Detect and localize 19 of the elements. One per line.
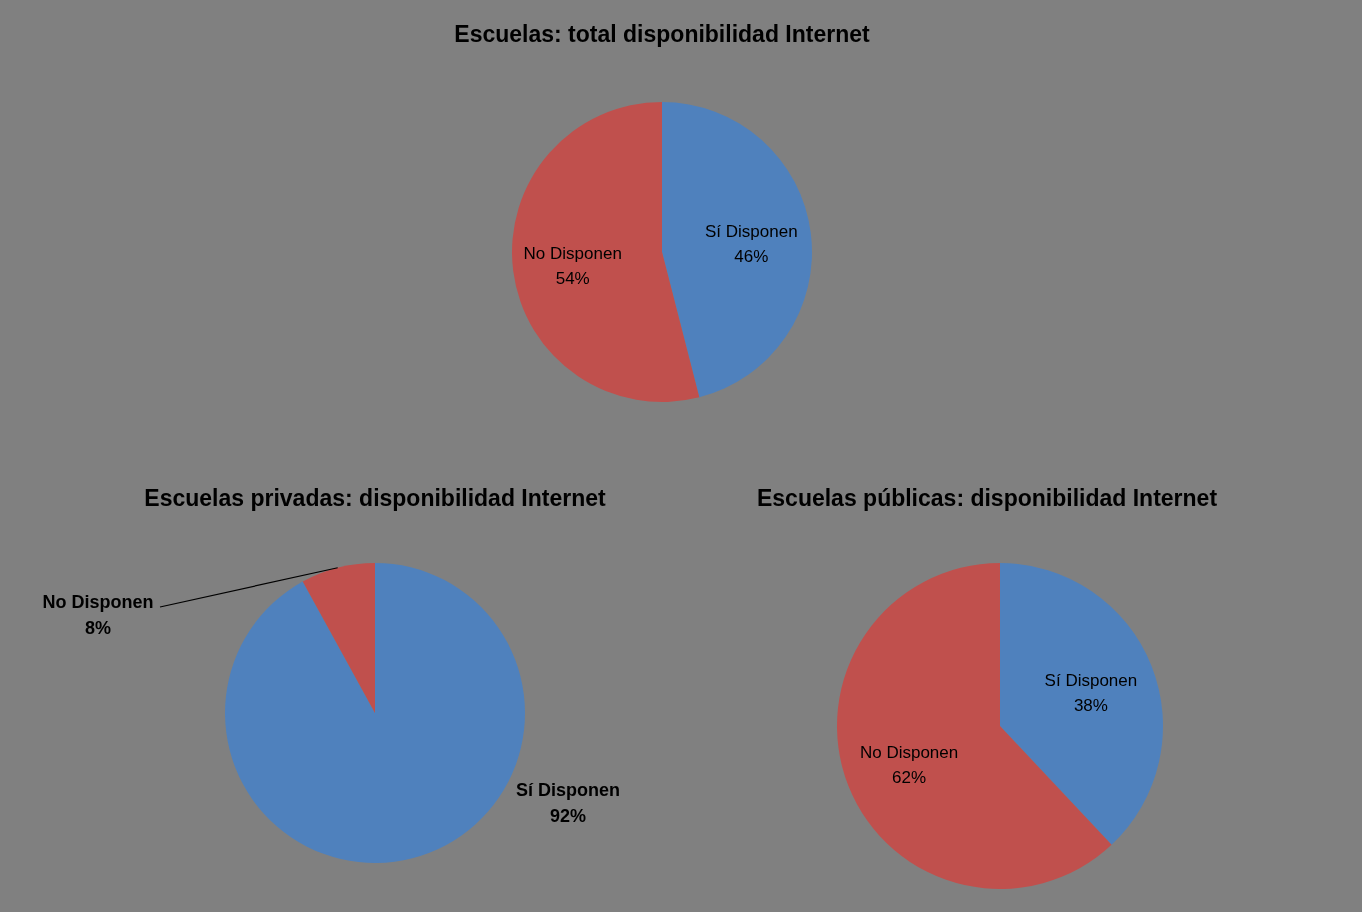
chart-title: Escuelas públicas: disponibilidad Internet — [756, 485, 1218, 511]
slice-label: No Disponen — [523, 244, 622, 264]
slice-label: No Disponen — [42, 592, 154, 612]
chart-title: Escuelas privadas: disponibilidad Internet — [144, 485, 607, 511]
slice-label: No Disponen — [859, 743, 959, 762]
data-label: 92% — [549, 806, 587, 826]
data-label: 62% — [892, 768, 927, 787]
pie-slice — [662, 102, 812, 398]
chart-title: Escuelas: total disponibilidad Internet — [454, 21, 871, 47]
data-label: 38% — [1073, 696, 1108, 715]
slice-label: Sí Disponen — [515, 780, 621, 800]
pie-slice — [1000, 563, 1163, 845]
data-label: 54% — [555, 269, 590, 289]
data-label: 8% — [84, 618, 112, 638]
slice-label: Sí Disponen — [1044, 671, 1138, 690]
pie-slice — [512, 102, 700, 402]
data-label: 46% — [734, 246, 769, 266]
slice-label: Sí Disponen — [704, 221, 798, 241]
pie-slice — [302, 563, 375, 713]
